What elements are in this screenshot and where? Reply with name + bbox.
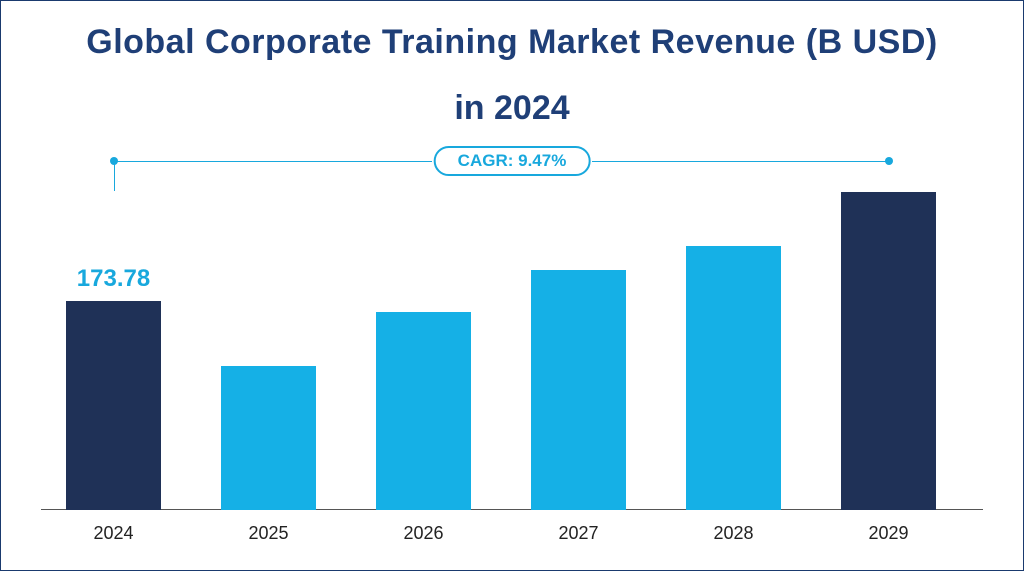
bar-2028 (686, 246, 781, 510)
bar-2025 (221, 366, 316, 510)
x-label: 2025 (221, 523, 316, 544)
x-label: 2029 (841, 523, 936, 544)
first-bar-value-label: 173.78 (56, 265, 171, 293)
x-label: 2028 (686, 523, 781, 544)
x-label: 2027 (531, 523, 626, 544)
chart-title-line1: Global Corporate Training Market Revenue… (1, 23, 1023, 62)
cagr-line-right (592, 161, 889, 162)
chart-area: CAGR: 9.47% 2024173.78202520262027202820… (41, 176, 983, 510)
chart-frame: Global Corporate Training Market Revenue… (0, 0, 1024, 571)
chart-title-line2: in 2024 (1, 89, 1023, 128)
cagr-drop-left (114, 161, 115, 191)
x-label: 2024 (66, 523, 161, 544)
cagr-badge: CAGR: 9.47% (434, 146, 591, 176)
cagr-line-left (114, 161, 433, 162)
bar-2029 (841, 192, 936, 510)
bar-2026 (376, 312, 471, 510)
cagr-dot-right (885, 157, 893, 165)
bar-2027 (531, 270, 626, 510)
x-label: 2026 (376, 523, 471, 544)
bar-2024 (66, 301, 161, 510)
